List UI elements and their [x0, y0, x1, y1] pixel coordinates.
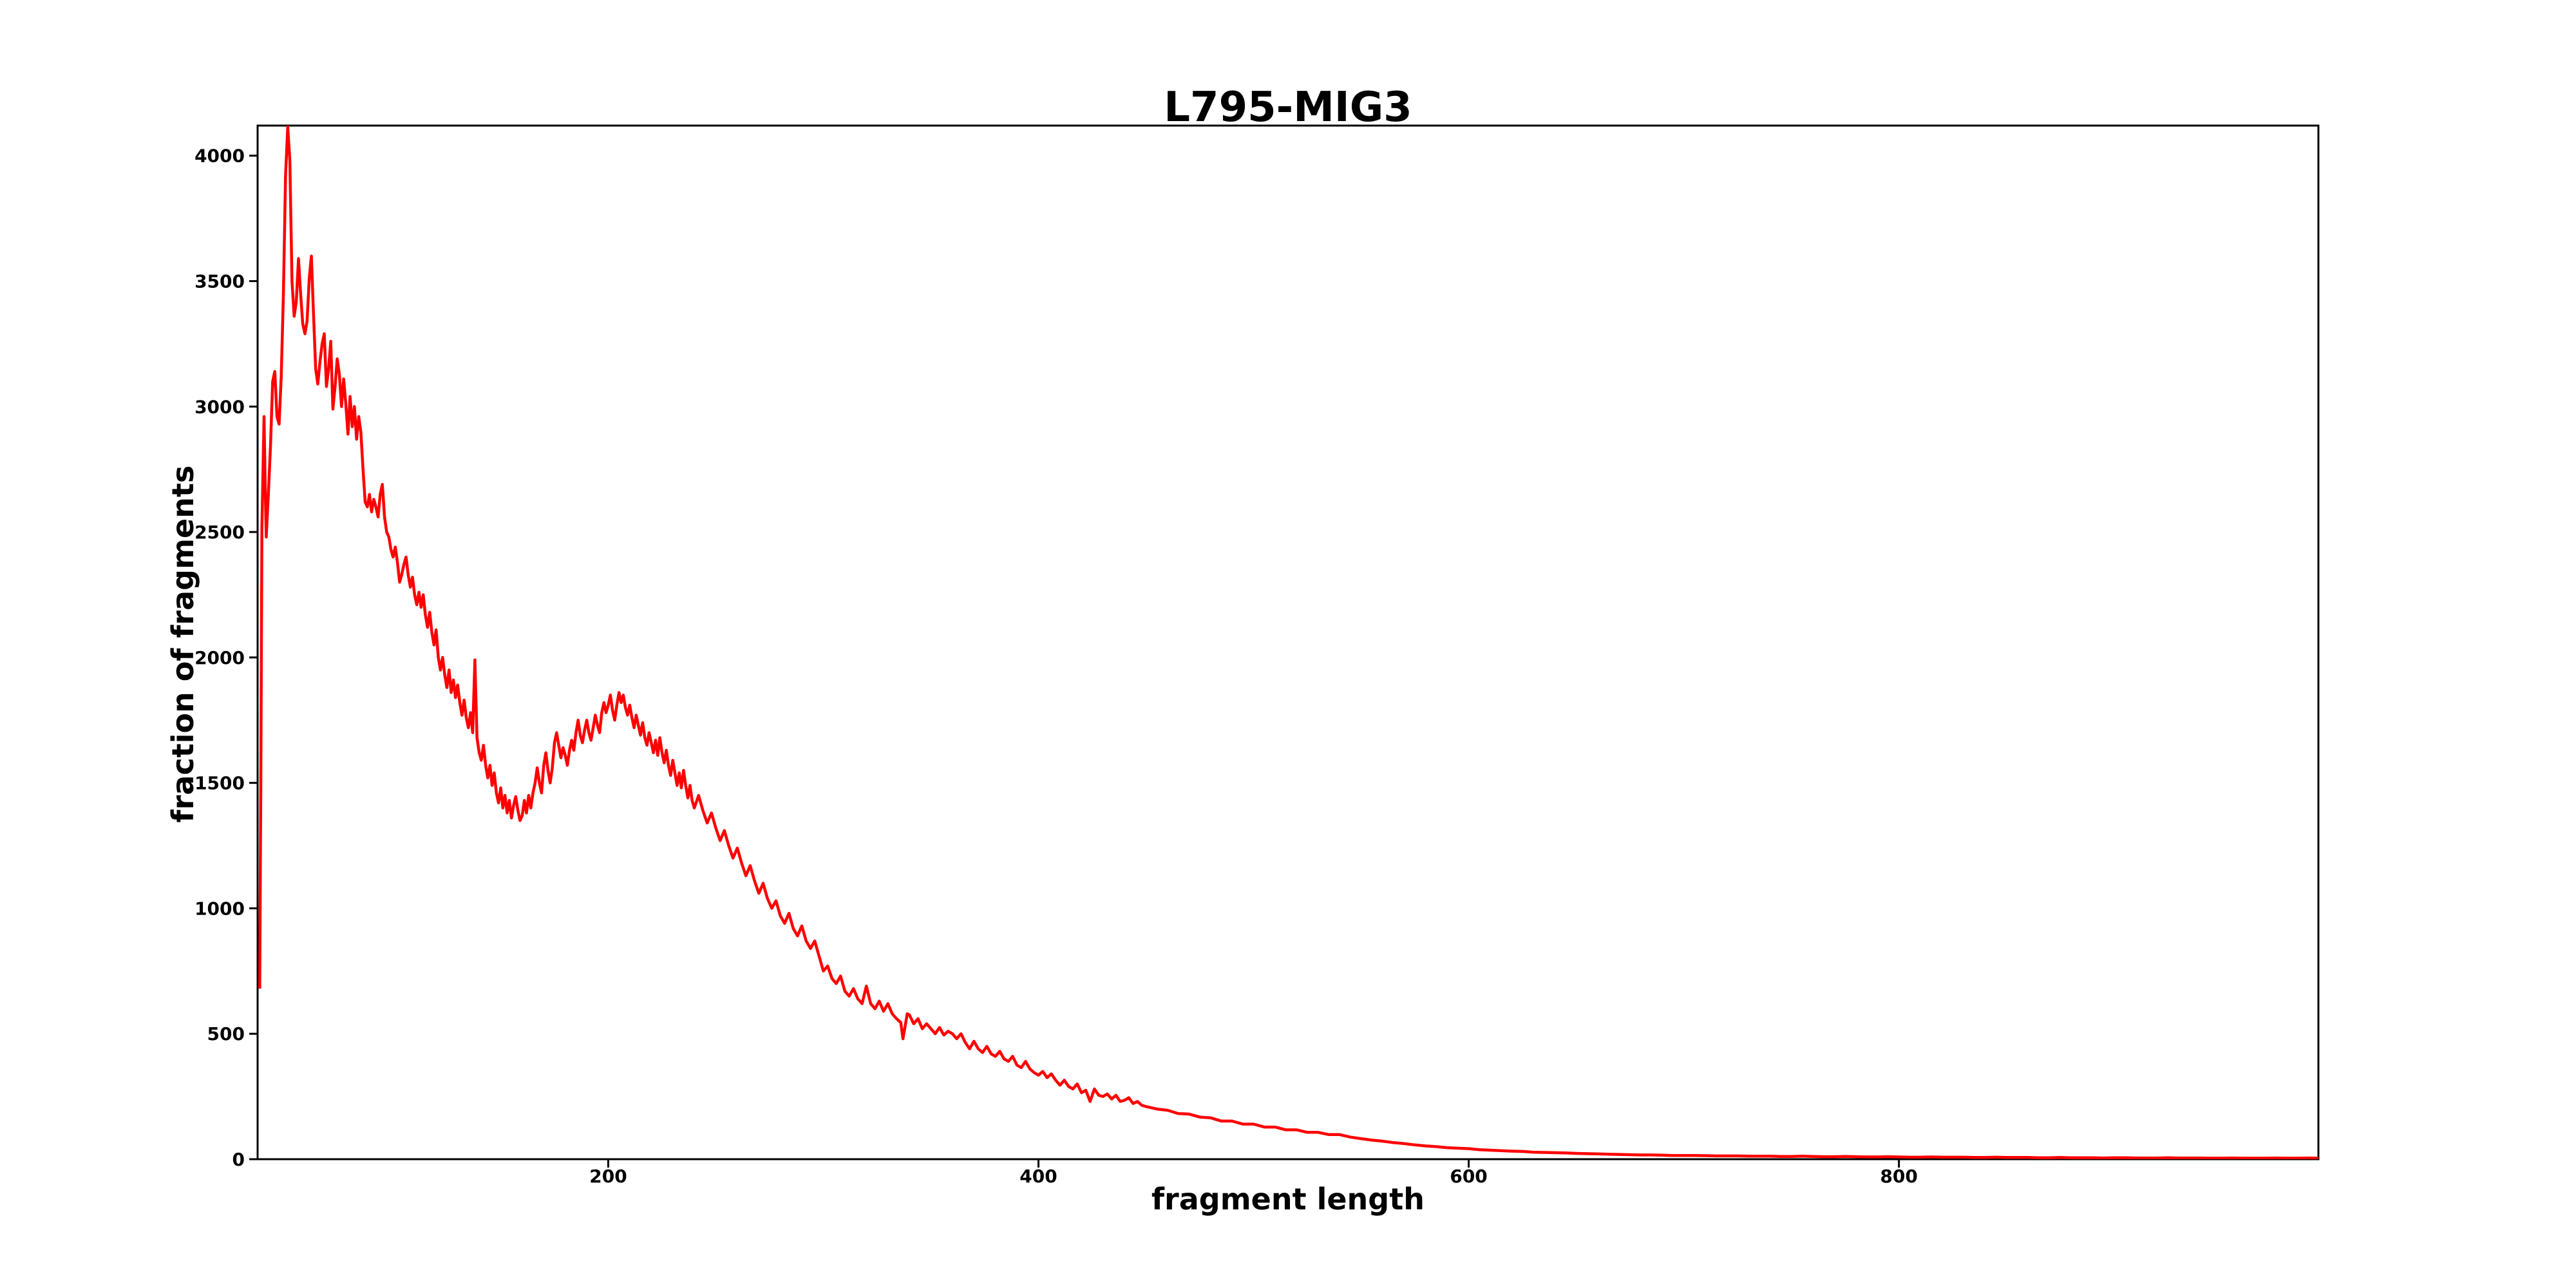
y-tick-label: 0: [232, 1149, 245, 1170]
plot-area: [256, 124, 2320, 1160]
chart-title: L795-MIG3: [1164, 84, 1412, 131]
x-tick-label: 800: [1880, 1166, 1917, 1187]
y-tick-label: 3500: [194, 271, 245, 292]
series-line: [258, 126, 2318, 1159]
x-axis-ticks: 200 400 600 800: [589, 1159, 1918, 1187]
y-tick-label: 500: [207, 1023, 245, 1045]
y-tick-label: 1000: [194, 898, 245, 919]
x-tick-label: 200: [589, 1166, 627, 1187]
x-tick-label: 400: [1019, 1166, 1057, 1187]
x-tick-label: 600: [1450, 1166, 1487, 1187]
y-tick-label: 2500: [194, 522, 245, 543]
y-tick-label: 2000: [194, 647, 245, 668]
y-tick-label: 4000: [194, 146, 245, 167]
y-tick-label: 1500: [194, 773, 245, 794]
x-axis-label: fragment length: [1151, 1182, 1425, 1217]
y-tick-label: 3000: [194, 396, 245, 417]
y-axis-label: fraction of fragments: [166, 466, 200, 823]
y-axis-ticks: 0 500 1000 1500 2000 2500 3000 3500 4000: [194, 146, 258, 1170]
